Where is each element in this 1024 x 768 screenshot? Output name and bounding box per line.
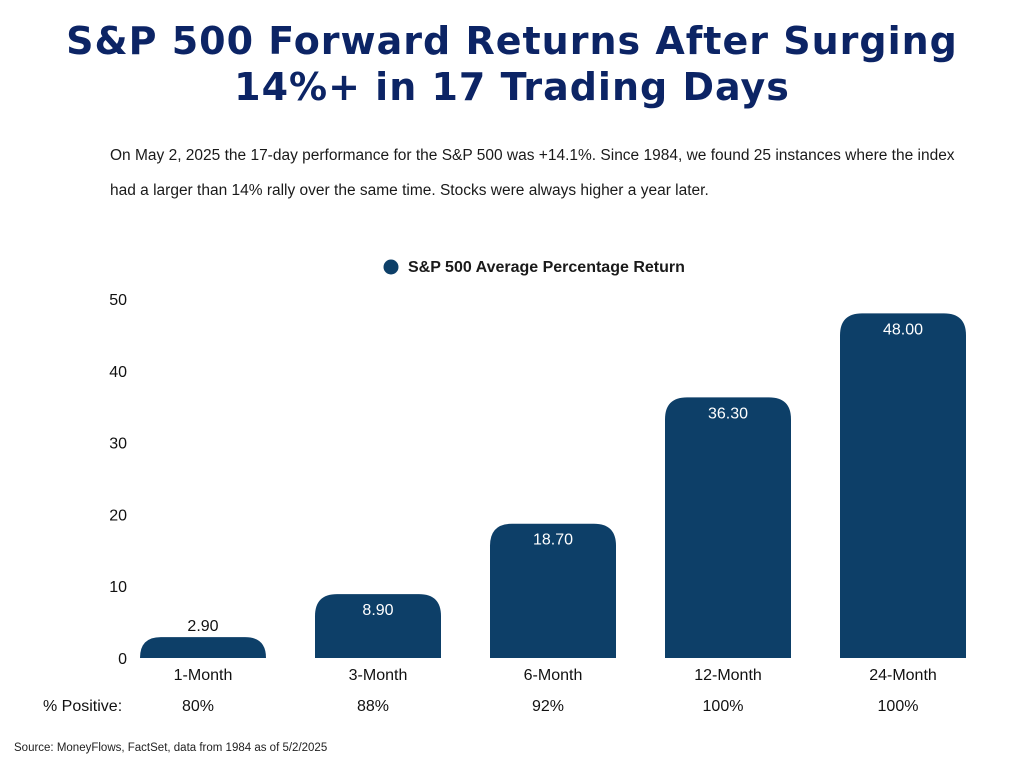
chart-title-line-1: S&P 500 Forward Returns After Surging	[66, 19, 958, 63]
x-tick-label: 24-Month	[869, 667, 937, 684]
percent-positive-row: % Positive: 80% 88% 92% 100% 100%	[43, 698, 918, 715]
bar-chart: S&P 500 Average Percentage Return 0 10 20 3…	[43, 259, 966, 715]
y-axis: 0 10 20 30 40 50	[109, 292, 127, 668]
bar	[840, 313, 966, 658]
percent-positive-label: % Positive:	[43, 698, 122, 715]
x-axis: 1-Month 3-Month 6-Month 12-Month 24-Month	[174, 667, 937, 684]
bar-value-label: 48.00	[883, 321, 923, 338]
legend-marker	[383, 259, 399, 275]
bar	[140, 637, 266, 658]
x-tick-label: 12-Month	[694, 667, 762, 684]
legend-label: S&P 500 Average Percentage Return	[408, 259, 685, 276]
chart-subtitle: On May 2, 2025 the 17-day performance fo…	[110, 147, 955, 199]
percent-positive-value: 100%	[703, 698, 744, 715]
bar	[315, 594, 441, 658]
y-tick-label: 0	[118, 651, 127, 668]
bar-value-label: 8.90	[362, 602, 393, 619]
chart-title-line-2: 14%+ in 17 Trading Days	[234, 65, 790, 109]
y-tick-label: 40	[109, 364, 127, 381]
x-tick-label: 1-Month	[174, 667, 233, 684]
bar-value-label: 2.90	[187, 618, 218, 635]
bar-value-label: 18.70	[533, 532, 573, 549]
y-tick-label: 10	[109, 579, 127, 596]
y-tick-label: 50	[109, 292, 127, 309]
bar-value-label: 36.30	[708, 405, 748, 422]
y-tick-label: 20	[109, 507, 127, 524]
bar	[665, 397, 791, 658]
percent-positive-value: 92%	[532, 698, 564, 715]
percent-positive-value: 80%	[182, 698, 214, 715]
percent-positive-value: 100%	[878, 698, 919, 715]
x-tick-label: 3-Month	[349, 667, 408, 684]
bars: 2.90 8.90 18.70 36.30 48.00	[140, 313, 966, 658]
x-tick-label: 6-Month	[524, 667, 583, 684]
chart-legend: S&P 500 Average Percentage Return	[383, 259, 685, 276]
percent-positive-value: 88%	[357, 698, 389, 715]
source-note: Source: MoneyFlows, FactSet, data from 1…	[14, 742, 328, 754]
chart-title: S&P 500 Forward Returns After Surging 14…	[0, 18, 1024, 110]
y-tick-label: 30	[109, 436, 127, 453]
bar	[490, 523, 616, 658]
